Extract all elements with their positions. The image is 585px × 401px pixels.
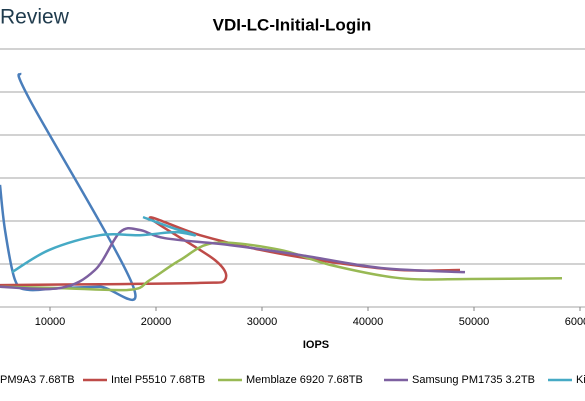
x-tick-label: 10000 bbox=[35, 316, 66, 328]
legend-label: PM9A3 7.68TB bbox=[0, 374, 75, 386]
x-tick-label: 50000 bbox=[459, 316, 490, 328]
brand-logo: Review bbox=[0, 6, 70, 29]
x-axis-label: IOPS bbox=[303, 339, 329, 351]
series-line bbox=[0, 216, 460, 287]
series-line bbox=[11, 215, 197, 274]
x-tick-label: 30000 bbox=[247, 316, 278, 328]
series-line bbox=[0, 226, 466, 291]
series-line bbox=[0, 241, 563, 292]
x-tick-label: 40000 bbox=[353, 316, 384, 328]
legend-label: Intel P5510 7.68TB bbox=[111, 374, 205, 386]
chart-title: VDI-LC-Initial-Login bbox=[213, 15, 372, 34]
legend-label: Ki bbox=[576, 374, 585, 386]
x-tick-label: 60000 bbox=[565, 316, 585, 328]
legend-label: Samsung PM1735 3.2TB bbox=[412, 374, 535, 386]
legend-label: Memblaze 6920 7.68TB bbox=[246, 374, 363, 386]
x-tick-label: 20000 bbox=[141, 316, 172, 328]
series-line bbox=[0, 72, 137, 302]
